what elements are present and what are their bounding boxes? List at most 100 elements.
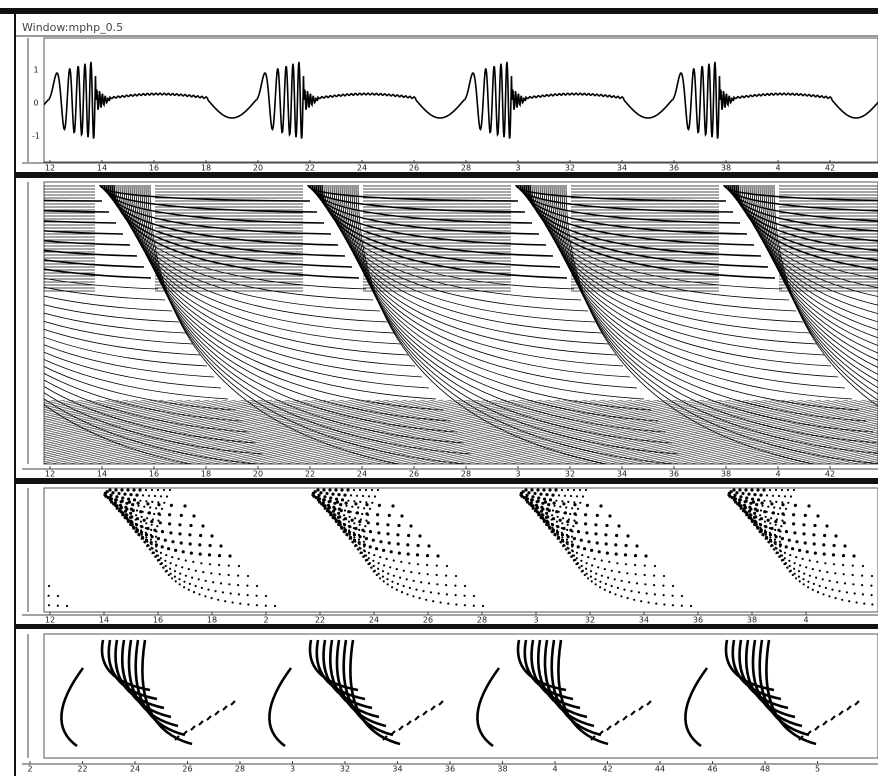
ridge-dot <box>337 493 340 496</box>
x-tick-label: 32 <box>565 164 575 173</box>
ridge-dot <box>607 577 609 579</box>
ridge-dot <box>376 574 378 576</box>
ridge-dot <box>365 520 367 522</box>
ridge-dot <box>328 500 331 503</box>
ridge-dot <box>548 527 551 530</box>
window-title: Window:mphp_0.5 <box>22 21 123 34</box>
ridge-dot <box>788 560 790 562</box>
ridge-dot <box>181 566 183 568</box>
ridge-dot <box>575 521 578 524</box>
ridge-dot <box>135 527 137 529</box>
ridge-dot <box>594 578 596 580</box>
ridge-dot <box>566 529 568 531</box>
ridge-dot <box>131 503 134 506</box>
ridge-dot <box>793 568 795 570</box>
ridge-dot <box>644 554 647 557</box>
x-tick-label: 22 <box>315 616 325 625</box>
ridge-dot <box>605 524 608 527</box>
ridge-dot <box>766 511 768 513</box>
ridge-dot <box>644 565 646 567</box>
ridge-dot <box>594 523 597 526</box>
ridge-dot <box>407 534 410 537</box>
ridge-dot <box>596 514 599 517</box>
ridge-dot <box>368 563 370 565</box>
ridge-dot <box>617 587 619 589</box>
ridge-dot <box>812 589 814 591</box>
ridge-dot <box>175 580 177 582</box>
ridge-dot <box>558 511 560 513</box>
ridge-dot <box>562 517 564 519</box>
ridge-dot <box>557 534 559 536</box>
ridge-dot <box>195 585 197 587</box>
ridge-dot <box>644 583 646 585</box>
ridge-dot <box>749 517 752 520</box>
ridge-dot <box>155 530 157 532</box>
ridge-dot <box>579 489 581 491</box>
ridge-dot <box>179 573 181 575</box>
x-tick-label: 28 <box>235 765 245 774</box>
ridge-dot <box>168 513 171 516</box>
ridge-dot <box>662 585 664 587</box>
ridge-dot <box>775 543 777 545</box>
x-tick-label: 28 <box>461 164 471 173</box>
ridge-dot <box>137 531 139 533</box>
ridge-dot <box>198 543 201 546</box>
ridge-dot <box>558 538 560 540</box>
ridge-dot <box>464 595 466 597</box>
ridge-dot <box>131 523 134 526</box>
ridge-dot <box>846 591 848 593</box>
ridge-dot <box>755 523 758 526</box>
ridge-dot <box>551 519 553 521</box>
ridge-dot <box>781 489 783 491</box>
ridge-dot <box>799 564 801 566</box>
ridge-dot <box>363 536 365 538</box>
ridge-dot <box>595 573 597 575</box>
ridge-dot <box>340 527 343 530</box>
ridge-dot <box>567 543 569 545</box>
ridge-dot <box>551 494 554 497</box>
ridge-dot <box>359 489 361 491</box>
y-tick-label: 1 <box>33 66 38 75</box>
ridge-dot <box>605 542 608 545</box>
ridge-dot <box>775 489 777 491</box>
ridge-dot <box>357 548 359 550</box>
ridge-dot <box>793 489 795 491</box>
ridge-dot <box>748 513 751 516</box>
ridge-dot <box>160 552 162 554</box>
ridge-dot <box>222 591 224 593</box>
ridge-dot <box>325 492 328 495</box>
ridge-dot <box>572 525 574 527</box>
ridge-dot <box>553 505 555 507</box>
ridge-dot <box>363 530 365 532</box>
ridge-dot <box>140 529 142 531</box>
ridge-dot <box>753 493 756 496</box>
ridge-dot <box>785 530 788 533</box>
ridge-dot <box>350 538 352 540</box>
ridge-dot <box>628 581 630 583</box>
ridge-dot <box>795 556 797 558</box>
ridge-dot <box>256 595 258 597</box>
ridge-dot <box>780 550 782 552</box>
ridge-dot <box>826 571 828 573</box>
ridge-dot <box>609 591 611 593</box>
x-tick-label: 34 <box>639 616 649 625</box>
ridge-dot <box>349 516 351 518</box>
ridge-dot <box>169 489 171 491</box>
ridge-dot <box>446 565 448 567</box>
ridge-dot <box>792 522 795 525</box>
ridge-dot <box>356 545 358 547</box>
ridge-dot <box>401 591 403 593</box>
ridge-dot <box>205 580 207 582</box>
ridge-dot <box>591 580 593 582</box>
ridge-dot <box>530 501 533 504</box>
ridge-dot <box>353 527 355 529</box>
x-tick-label: 12 <box>45 616 55 625</box>
ridge-dot <box>806 550 809 553</box>
ridge-dot <box>436 554 439 557</box>
ridge-dot <box>142 494 144 496</box>
ridge-dot <box>640 600 642 602</box>
ridge-dot <box>823 553 826 556</box>
x-tick-label: 18 <box>207 616 217 625</box>
ridge-dot <box>573 503 576 506</box>
y-tick-label: -1 <box>32 132 40 141</box>
